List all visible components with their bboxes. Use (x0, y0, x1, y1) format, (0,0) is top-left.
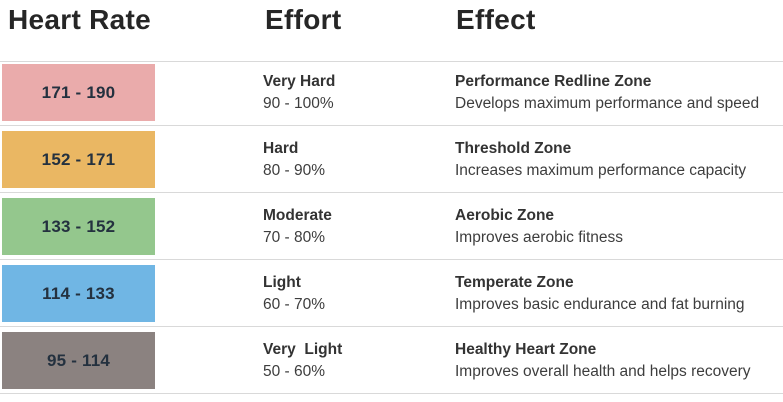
effort-cell: Light 60 - 70% (263, 272, 455, 316)
effort-percent: 50 - 60% (263, 362, 326, 380)
effort-percent: 60 - 70% (263, 295, 326, 313)
heart-rate-band: 152 - 171 (2, 131, 155, 188)
table-row: 171 - 190 Very Hard 90 - 100% Performanc… (0, 62, 783, 126)
column-header-effort: Effort (265, 4, 342, 35)
zone-description: Develops maximum performance and speed (455, 95, 760, 112)
table-row: 152 - 171 Hard 80 - 90% Threshold Zone I… (0, 126, 783, 193)
zone-name: Temperate Zone (455, 274, 574, 291)
effort-cell: Very Light 50 - 60% (263, 339, 455, 383)
heart-rate-range: 133 - 152 (41, 216, 116, 236)
table-row: 133 - 152 Moderate 70 - 80% Aerobic Zone… (0, 193, 783, 260)
effort-label: Hard (263, 139, 299, 157)
zone-description: Improves basic endurance and fat burning (455, 296, 745, 313)
effort-percent: 70 - 80% (263, 228, 326, 246)
effort-label: Moderate (263, 206, 332, 224)
heart-rate-band: 114 - 133 (2, 265, 155, 322)
heart-rate-band: 95 - 114 (2, 332, 155, 389)
zone-name: Threshold Zone (455, 140, 572, 157)
effort-cell: Hard 80 - 90% (263, 138, 455, 182)
zone-description: Increases maximum performance capacity (455, 162, 747, 179)
effect-cell: Healthy Heart Zone Improves overall heal… (455, 338, 783, 383)
zone-name: Performance Redline Zone (455, 73, 652, 90)
table-row: 114 - 133 Light 60 - 70% Temperate Zone … (0, 260, 783, 327)
effort-percent: 90 - 100% (263, 94, 334, 112)
effect-cell: Threshold Zone Increases maximum perform… (455, 137, 783, 182)
column-header-heart-rate: Heart Rate (8, 4, 152, 35)
effort-cell: Very Hard 90 - 100% (263, 71, 455, 115)
effect-cell: Aerobic Zone Improves aerobic fitness (455, 204, 783, 249)
heart-rate-range: 152 - 171 (41, 149, 116, 169)
column-header-effect: Effect (456, 4, 536, 35)
effort-percent: 80 - 90% (263, 161, 326, 179)
zone-description: Improves aerobic fitness (455, 229, 623, 246)
heart-rate-range: 171 - 190 (41, 82, 116, 102)
effort-label: Very Light (263, 340, 343, 358)
heart-rate-band: 133 - 152 (2, 198, 155, 255)
zone-name: Aerobic Zone (455, 207, 555, 224)
zone-name: Healthy Heart Zone (455, 341, 597, 358)
effort-label: Light (263, 273, 301, 291)
heart-rate-band: 171 - 190 (2, 64, 155, 121)
zone-description: Improves overall health and helps recove… (455, 363, 751, 380)
effort-label: Very Hard (263, 72, 336, 90)
heart-rate-range: 95 - 114 (46, 350, 111, 370)
table-header: Heart Rate Effort Effect (0, 0, 783, 61)
effect-cell: Temperate Zone Improves basic endurance … (455, 271, 783, 316)
effect-cell: Performance Redline Zone Develops maximu… (455, 70, 783, 115)
effort-cell: Moderate 70 - 80% (263, 205, 455, 249)
zone-table-body: 171 - 190 Very Hard 90 - 100% Performanc… (0, 61, 783, 394)
table-row: 95 - 114 Very Light 50 - 60% Healthy Hea… (0, 327, 783, 394)
heart-rate-range: 114 - 133 (42, 283, 115, 303)
